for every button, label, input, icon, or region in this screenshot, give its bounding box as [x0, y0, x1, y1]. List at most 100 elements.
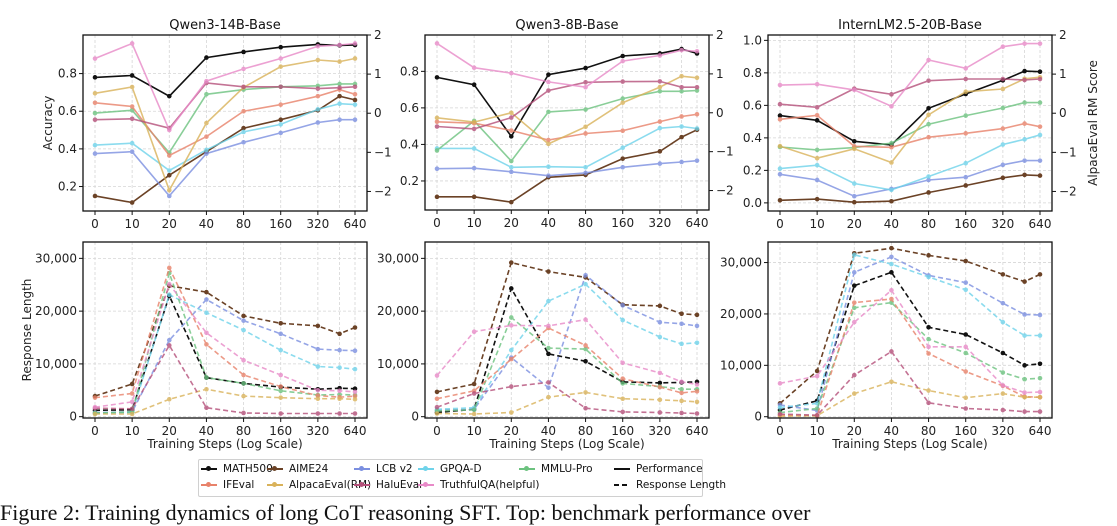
data-point — [679, 410, 684, 416]
data-point — [508, 115, 514, 120]
data-point — [129, 140, 135, 146]
data-point — [889, 104, 894, 109]
data-point — [679, 124, 684, 129]
x-tick-label: 320 — [648, 424, 671, 438]
y-tick-label: 20,000 — [35, 304, 77, 318]
x-tick-label: 0 — [433, 424, 441, 438]
data-point — [694, 382, 700, 387]
data-point — [679, 159, 684, 165]
data-point — [814, 162, 820, 168]
data-point — [508, 70, 514, 76]
x-tick-label: 10 — [810, 217, 825, 231]
data-point — [583, 131, 588, 136]
y-tick-label: 20,000 — [720, 307, 762, 321]
data-point — [926, 78, 931, 83]
data-point — [434, 194, 440, 200]
data-point — [92, 151, 98, 156]
data-point — [814, 147, 820, 153]
data-point — [694, 389, 700, 394]
series-gpqa-d — [92, 101, 358, 173]
data-point — [851, 146, 857, 152]
data-point — [851, 270, 857, 275]
data-point — [1000, 319, 1006, 325]
data-point — [679, 84, 684, 90]
x-tick-label: 320 — [648, 216, 671, 230]
data-point — [1022, 409, 1027, 414]
data-point — [352, 102, 358, 107]
data-point — [337, 101, 342, 107]
data-point — [337, 85, 342, 91]
data-point — [694, 323, 700, 329]
data-point — [926, 112, 931, 118]
data-point — [352, 41, 358, 46]
data-point — [963, 280, 969, 285]
x-tick-label: 320 — [306, 217, 329, 231]
data-point — [1022, 390, 1027, 395]
data-point — [508, 347, 514, 353]
data-point — [926, 177, 931, 183]
legend-item-alpacaeval-rm-: AlpacaEval(RM) — [267, 479, 371, 491]
x-tick-label: 20 — [504, 216, 519, 230]
data-point — [278, 56, 284, 61]
data-point — [777, 197, 783, 203]
x-tick-label: 40 — [884, 424, 899, 438]
data-point — [278, 44, 284, 50]
series-ifeval — [777, 112, 1043, 150]
data-point — [129, 41, 135, 46]
data-point — [434, 148, 440, 153]
data-point — [620, 409, 626, 415]
data-point — [241, 318, 246, 323]
data-point — [315, 387, 321, 393]
data-point — [352, 393, 358, 399]
data-point — [471, 82, 477, 87]
data-point — [546, 323, 551, 329]
x-tick-label: 160 — [954, 217, 977, 231]
data-point — [204, 297, 209, 302]
legend-label: GPQA-D — [440, 463, 482, 475]
data-point — [851, 193, 857, 199]
data-point — [620, 317, 626, 323]
y-axis-label: Response Length — [20, 279, 34, 382]
data-point — [620, 360, 626, 366]
y-tick-label: 0.2 — [58, 180, 77, 194]
y-tick-label: 30,000 — [35, 251, 77, 265]
data-point — [889, 92, 894, 97]
legend-item-gpqa-d: GPQA-D — [418, 463, 482, 475]
legend-swatch — [519, 466, 535, 471]
series-lcb-v2 — [777, 158, 1043, 199]
x-tick-label: 160 — [269, 217, 292, 231]
data-point — [583, 358, 588, 364]
data-point — [620, 164, 626, 170]
data-point — [851, 391, 857, 396]
legend-swatch — [267, 482, 283, 487]
data-point — [278, 384, 284, 389]
data-point — [583, 281, 588, 287]
data-point — [814, 105, 820, 110]
data-point — [620, 156, 626, 161]
data-point — [1022, 279, 1027, 284]
data-point — [963, 258, 969, 264]
legend: MATH500 AIME24 LCB v2 GPQA-D MMLU-Pro IFEval A… — [198, 459, 726, 497]
data-point — [471, 119, 477, 125]
series-halueval — [92, 343, 358, 416]
data-point — [620, 96, 626, 101]
x-tick-label: 10 — [125, 424, 140, 438]
series-alpacaeval-rm- — [434, 390, 700, 417]
data-point — [352, 386, 358, 392]
data-point — [657, 334, 663, 340]
data-point — [315, 393, 321, 398]
y-tick-label: 0.2 — [743, 163, 762, 177]
x-tick-label: 20 — [847, 217, 862, 231]
data-point — [471, 165, 477, 171]
data-point — [1000, 44, 1006, 50]
data-point — [694, 84, 700, 90]
series-math500 — [777, 270, 1043, 413]
x-tick-label: 80 — [578, 216, 593, 230]
data-point — [92, 100, 98, 106]
data-point — [1000, 105, 1006, 111]
data-point — [814, 177, 820, 183]
data-point — [583, 124, 588, 130]
axes-frame — [82, 34, 368, 212]
data-point — [963, 406, 969, 411]
legend-label: TruthfulQA(helpful) — [440, 479, 540, 491]
